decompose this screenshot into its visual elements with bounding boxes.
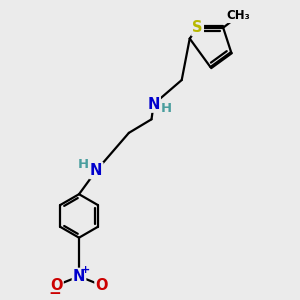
Text: CH₃: CH₃ (226, 9, 250, 22)
Text: +: + (81, 265, 90, 275)
Text: O: O (95, 278, 108, 293)
Text: N: N (90, 163, 102, 178)
Text: S: S (192, 20, 203, 35)
Text: N: N (73, 269, 85, 284)
Text: O: O (50, 278, 63, 293)
Text: H: H (78, 158, 89, 171)
Text: N: N (147, 97, 160, 112)
Text: −: − (49, 286, 61, 300)
Text: H: H (161, 102, 172, 115)
